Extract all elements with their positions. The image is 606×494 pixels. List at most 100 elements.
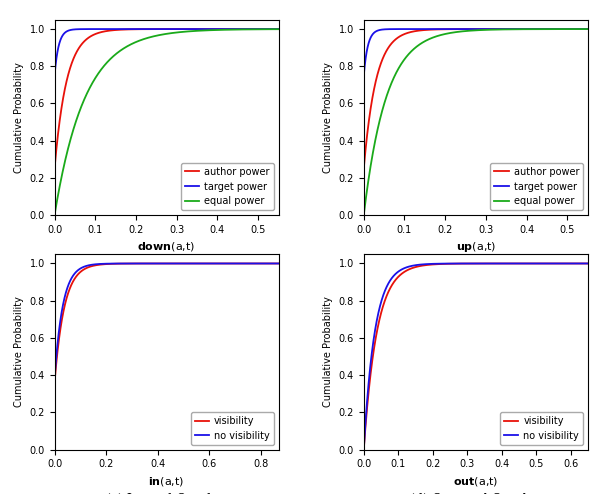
Legend: visibility, no visibility: visibility, no visibility (500, 412, 583, 445)
Line: no visibility: no visibility (55, 263, 279, 379)
Line: target power: target power (364, 29, 588, 76)
equal power (147, 34, 154, 40)
Text: (d) Outward Overlap: (d) Outward Overlap (410, 493, 542, 494)
target power (399, 26, 406, 32)
Y-axis label: Cumulative Probability: Cumulative Probability (323, 296, 333, 407)
equal power (137, 37, 144, 43)
author power (556, 26, 563, 32)
visibility (275, 260, 282, 266)
Line: equal power: equal power (364, 29, 588, 215)
no visibility (90, 261, 97, 267)
author power (137, 26, 144, 32)
author power (247, 26, 254, 32)
Y-axis label: Cumulative Probability: Cumulative Probability (323, 62, 333, 173)
no visibility (270, 260, 278, 266)
X-axis label: $\mathbf{up}$(a,t): $\mathbf{up}$(a,t) (456, 241, 496, 254)
visibility (90, 263, 97, 269)
equal power (584, 26, 591, 32)
author power (51, 165, 58, 171)
X-axis label: $\mathbf{out}$(a,t): $\mathbf{out}$(a,t) (453, 475, 499, 488)
author power (90, 32, 97, 38)
visibility (456, 261, 463, 267)
author power (584, 26, 591, 32)
target power (506, 26, 513, 32)
Line: equal power: equal power (55, 29, 279, 215)
Line: visibility: visibility (55, 263, 279, 382)
author power (446, 26, 453, 32)
Legend: visibility, no visibility: visibility, no visibility (191, 412, 274, 445)
target power (271, 26, 278, 32)
Y-axis label: Cumulative Probability: Cumulative Probability (14, 62, 24, 173)
no visibility (456, 260, 463, 266)
author power (580, 26, 587, 32)
author power (275, 26, 282, 32)
visibility (446, 261, 453, 267)
no visibility (51, 376, 58, 382)
Text: (a) Downward Overlap: (a) Downward Overlap (95, 258, 239, 271)
target power (584, 26, 591, 32)
target power (275, 26, 282, 32)
X-axis label: $\mathbf{down}$(a,t): $\mathbf{down}$(a,t) (138, 241, 196, 253)
Line: author power: author power (55, 29, 279, 168)
author power (399, 32, 406, 38)
no visibility (580, 260, 587, 266)
visibility (556, 260, 563, 266)
target power (360, 73, 367, 79)
equal power (556, 26, 563, 32)
no visibility (247, 260, 254, 266)
target power (76, 26, 84, 32)
target power (137, 26, 144, 32)
target power (51, 73, 58, 79)
visibility (51, 379, 58, 385)
author power (456, 26, 463, 32)
X-axis label: $\mathbf{in}$(a,t): $\mathbf{in}$(a,t) (148, 475, 185, 488)
equal power (399, 59, 406, 65)
visibility (76, 269, 84, 275)
no visibility (446, 261, 453, 267)
Text: (b) Upward Overlap: (b) Upward Overlap (412, 258, 539, 271)
target power (456, 26, 463, 32)
equal power (275, 26, 282, 32)
no visibility (275, 260, 282, 266)
equal power (385, 85, 393, 91)
target power (446, 26, 453, 32)
author power (147, 26, 154, 32)
author power (270, 26, 278, 32)
visibility (399, 270, 406, 276)
visibility (580, 260, 587, 266)
Line: target power: target power (55, 29, 279, 76)
visibility (360, 447, 367, 453)
Line: no visibility: no visibility (364, 263, 588, 450)
no visibility (399, 266, 406, 272)
author power (76, 43, 84, 49)
author power (385, 43, 393, 49)
target power (385, 26, 393, 32)
equal power (456, 29, 463, 35)
target power (556, 26, 563, 32)
equal power (76, 107, 84, 113)
no visibility (76, 266, 84, 272)
no visibility (360, 447, 367, 453)
Legend: author power, target power, equal power: author power, target power, equal power (490, 163, 583, 210)
target power (147, 26, 154, 32)
visibility (584, 260, 591, 266)
target power (197, 26, 204, 32)
visibility (247, 260, 254, 266)
equal power (247, 26, 254, 32)
visibility (137, 260, 144, 266)
equal power (360, 212, 367, 218)
Y-axis label: Cumulative Probability: Cumulative Probability (14, 296, 24, 407)
no visibility (584, 260, 591, 266)
Legend: author power, target power, equal power: author power, target power, equal power (181, 163, 274, 210)
no visibility (137, 260, 144, 266)
equal power (51, 212, 58, 218)
visibility (270, 260, 278, 266)
Line: visibility: visibility (364, 263, 588, 450)
target power (580, 26, 587, 32)
Line: author power: author power (364, 29, 588, 168)
no visibility (147, 260, 154, 266)
Text: (c) Inward Overlap: (c) Inward Overlap (106, 493, 227, 494)
visibility (385, 287, 393, 293)
target power (247, 26, 254, 32)
equal power (446, 30, 453, 36)
